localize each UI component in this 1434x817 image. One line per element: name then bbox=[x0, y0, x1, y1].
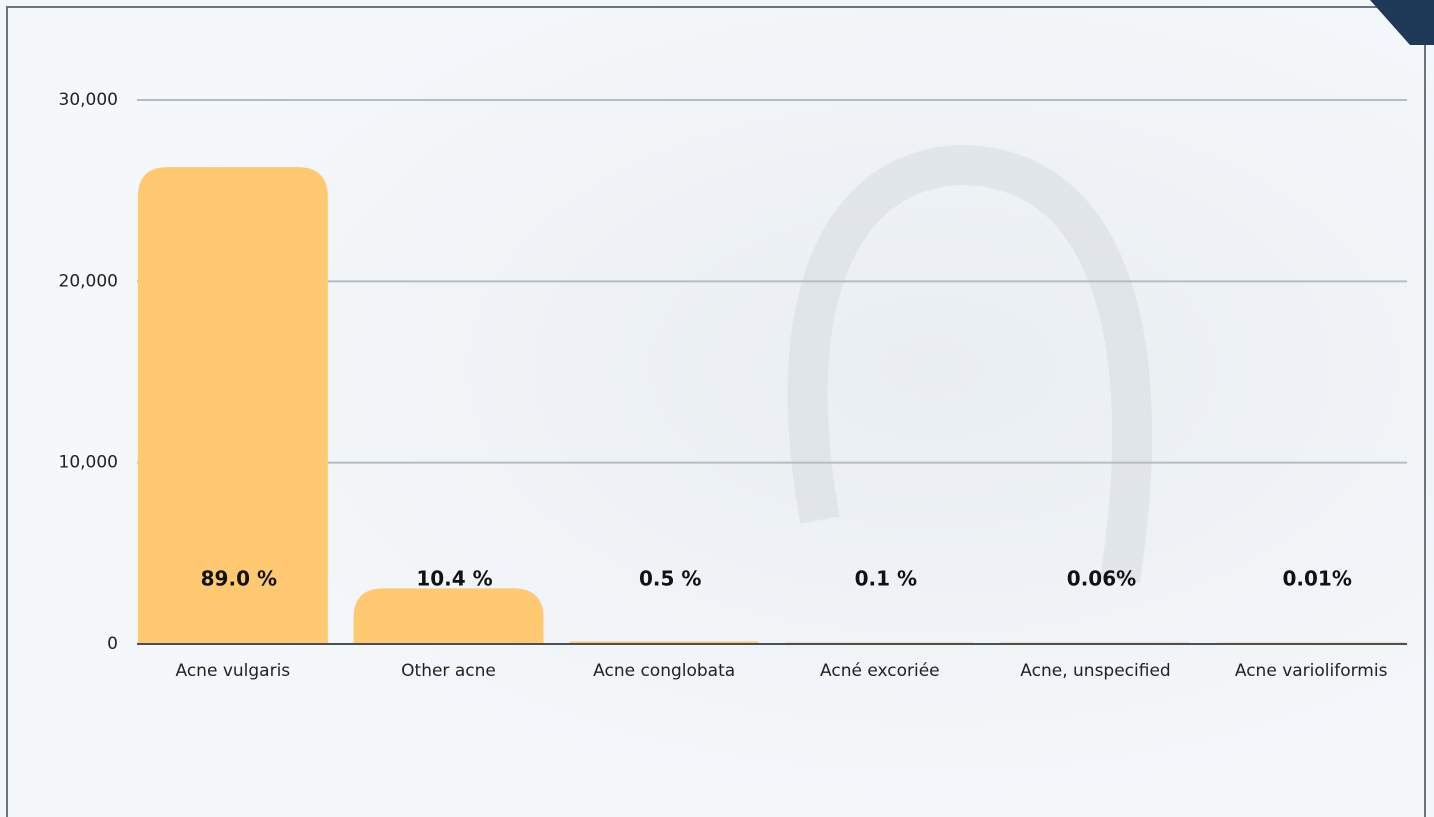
y-tick-label: 30,000 bbox=[59, 90, 118, 110]
x-tick-label: Acne vulgaris bbox=[176, 661, 291, 681]
x-tick-label: Acne varioliformis bbox=[1235, 661, 1388, 681]
bars bbox=[137, 167, 1407, 645]
corner-ribbon bbox=[1370, 0, 1434, 45]
x-tick-label: Acne conglobata bbox=[593, 661, 735, 681]
labels: 0 10,000 20,000 30,000 Acne vulgaris 89.0 % Ot… bbox=[59, 90, 1388, 681]
percent-label: 10.4 % bbox=[416, 567, 492, 591]
percent-label: 0.5 % bbox=[639, 567, 701, 591]
x-tick-label: Other acne bbox=[401, 661, 496, 681]
percent-label: 0.1 % bbox=[855, 567, 917, 591]
x-tick-label: Acne, unspecified bbox=[1020, 661, 1170, 681]
bar bbox=[137, 167, 328, 645]
percent-label: 0.06% bbox=[1067, 567, 1136, 591]
x-tick-label: Acné excoriée bbox=[820, 661, 940, 681]
frame bbox=[6, 6, 1426, 817]
background-image bbox=[787, 144, 1153, 584]
percent-label: 89.0 % bbox=[201, 567, 277, 591]
y-tick-label: 10,000 bbox=[59, 453, 118, 473]
percent-label: 0.01% bbox=[1282, 567, 1351, 591]
bar bbox=[353, 588, 544, 644]
y-tick-label: 0 bbox=[107, 634, 118, 654]
y-tick-label: 20,000 bbox=[59, 271, 118, 291]
